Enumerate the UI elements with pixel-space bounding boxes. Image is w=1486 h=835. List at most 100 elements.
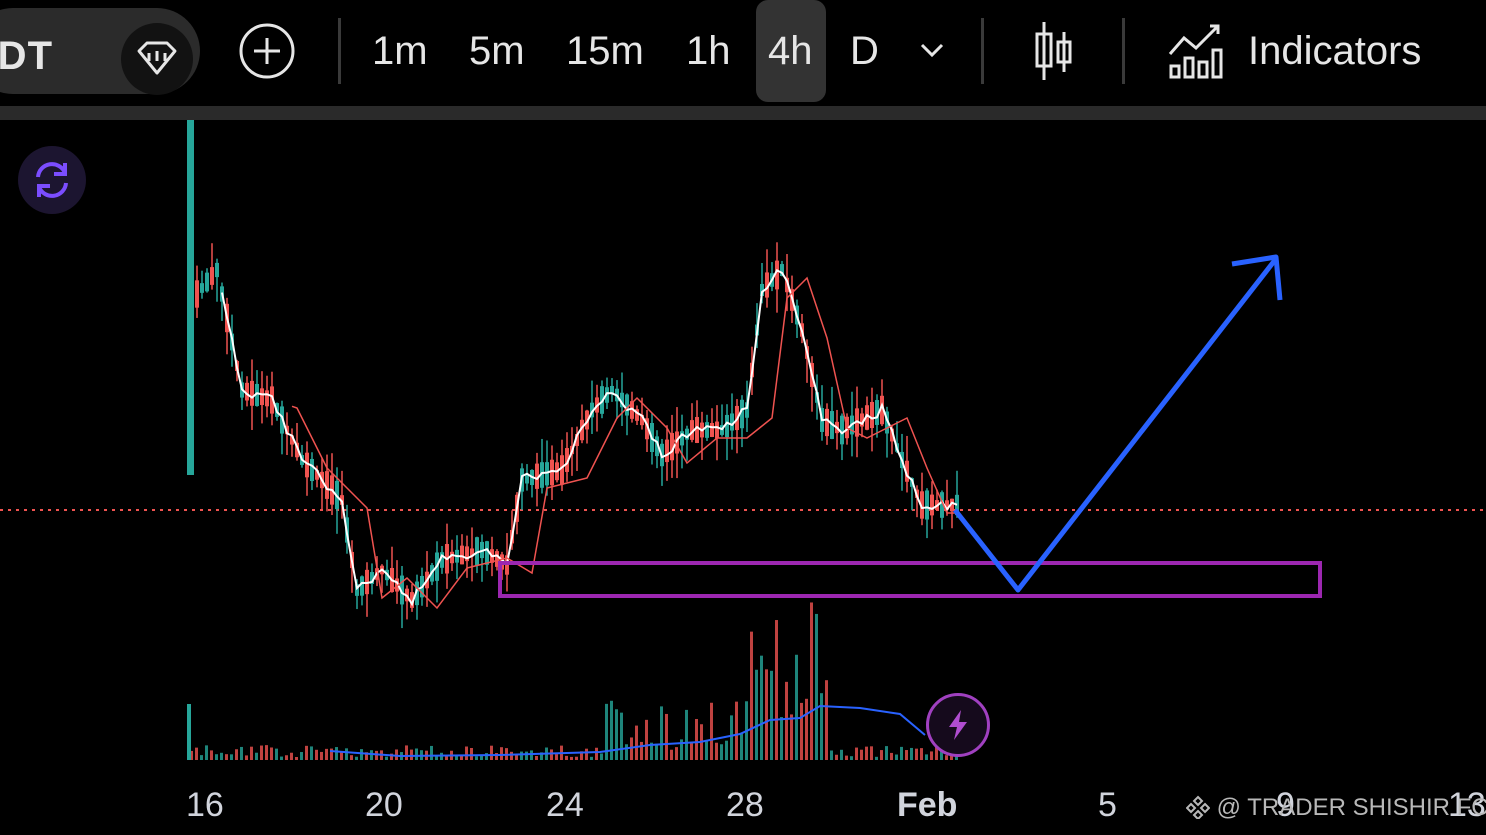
timeframe-15m[interactable]: 15m [566,29,644,73]
candle-body [880,395,884,425]
volume-bar [520,751,523,760]
volume-bar [760,655,763,760]
candle-body [825,408,829,437]
indicators-icon[interactable] [1166,20,1224,80]
volume-bar [825,680,828,760]
candle-body [875,400,879,425]
timeframe-4h[interactable]: 4h [768,29,813,73]
volume-bar [710,702,713,760]
candle-body [725,414,729,438]
watermark-text: @ TRADER SHISHIR FCS [1216,794,1486,821]
candle-body [680,431,684,446]
volume-bar [245,755,248,760]
candle-body [635,409,639,421]
candle-body [655,436,659,457]
volume-bar [480,755,483,760]
price-chart[interactable] [0,120,1486,835]
timeframe-1h[interactable]: 1h [686,29,731,73]
candle-body [665,439,669,463]
volume-bar [335,747,338,760]
candle-body [955,494,959,516]
diamond-button[interactable] [121,23,193,95]
candle-body [730,413,734,431]
volume-bar [795,654,798,760]
volume-bar [305,745,308,760]
candle-body [450,551,454,564]
candle-body [245,382,249,401]
candle-body [690,420,694,440]
candle-body [760,283,764,297]
volume-bar [925,754,928,760]
candle-body [630,401,634,419]
refresh-button[interactable] [18,146,86,214]
volume-bar [590,756,593,760]
x-axis-label-month: Feb [897,786,958,824]
candle-body [415,581,419,606]
volume-bar [570,756,573,760]
support-zone-box [498,561,1322,598]
add-symbol-button[interactable] [238,22,296,80]
volume-bar [280,756,283,760]
candle-body [670,433,674,461]
diamond-icon [137,41,177,75]
x-axis-label: 13 [1448,786,1486,824]
volume-bar [515,754,518,760]
volume-bar [475,756,478,760]
active-timeframe-highlight [756,0,826,102]
volume-bar [725,740,728,760]
volume-bar [330,748,333,760]
candle-body [315,470,319,480]
volume-bar [320,751,323,760]
volume-bar [355,756,358,760]
volume-bar [187,704,191,760]
indicators-button[interactable]: Indicators [1248,29,1422,73]
volume-bar [415,748,418,760]
volume-bar [785,681,788,760]
timeframe-d[interactable]: D [850,29,879,73]
volume-bar [310,746,313,760]
volume-bar [670,749,673,760]
timeframe-5m[interactable]: 5m [469,29,525,73]
volume-bar [720,744,723,760]
slow-moving-average-line [291,276,957,610]
candle-body [265,390,269,407]
candle-body [495,551,499,567]
chevron-down-icon[interactable] [918,40,946,60]
volume-bar [405,745,408,760]
volume-bar [890,752,893,760]
toolbar-divider [981,18,984,84]
candle-body [575,433,579,447]
volume-bar [365,752,368,760]
volume-bar [650,742,653,760]
candle-body [785,277,789,293]
candle-body [355,584,359,596]
candle-body [540,462,544,488]
candle-body [400,575,404,605]
candle-body [590,402,594,418]
symbol-selector[interactable]: SDT [0,8,200,95]
volume-bar [395,749,398,760]
candle-body [465,546,469,562]
quick-trade-button[interactable] [926,693,990,757]
candle-body [475,537,479,566]
candle-body [765,272,769,298]
volume-bar [845,755,848,760]
volume-bar [455,755,458,760]
candle-body [775,260,779,290]
candle-body [395,578,399,592]
candle-body [260,388,264,405]
candle-body [840,415,844,445]
volume-bar [370,750,373,760]
candle-body [550,459,554,486]
volume-bar [530,750,533,760]
volume-bar [840,749,843,760]
volume-bar [485,753,488,760]
candle-body [885,411,889,434]
timeframe-1m[interactable]: 1m [372,29,428,73]
candlestick-icon[interactable] [1030,18,1078,84]
volume-bar [235,749,238,760]
volume-bar [625,744,628,760]
candle-body [305,452,309,478]
volume-bar [585,748,588,760]
volume-bar [770,670,773,760]
